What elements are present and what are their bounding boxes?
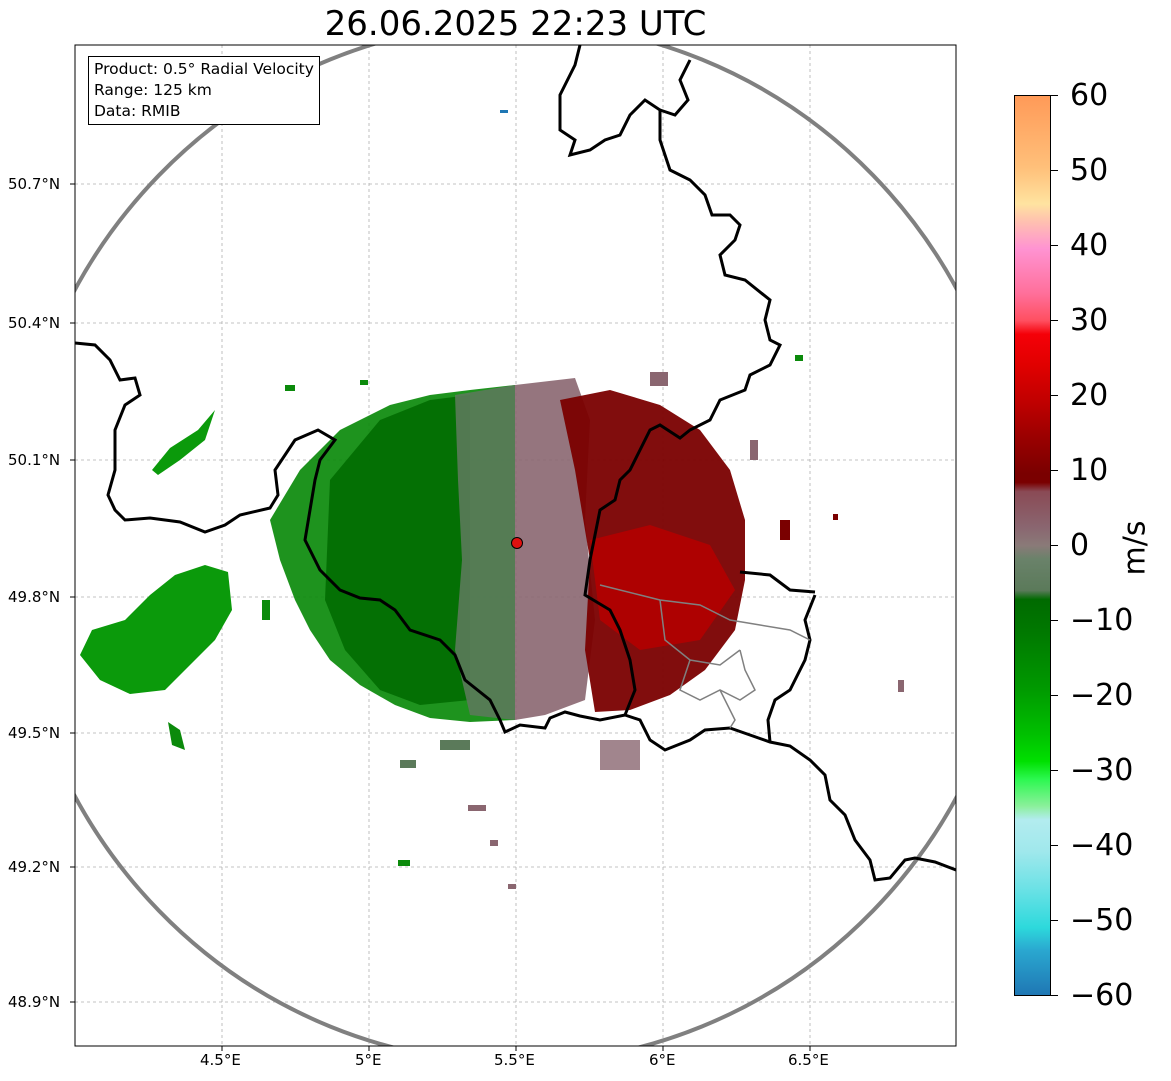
- lat-label: 48.9°N: [8, 993, 61, 1011]
- lat-label: 50.1°N: [8, 451, 61, 469]
- colorbar-tick: −10: [1070, 603, 1134, 638]
- product-text: Product: 0.5° Radial Velocity: [94, 60, 314, 78]
- lon-label: 6°E: [649, 1051, 676, 1069]
- colorbar-tick: −30: [1070, 753, 1134, 788]
- country-borders: [75, 45, 956, 882]
- colorbar-tick: −60: [1070, 978, 1134, 1013]
- lon-label: 5°E: [355, 1051, 382, 1069]
- colorbar-tick: 20: [1070, 378, 1109, 413]
- colorbar-tick: −20: [1070, 678, 1134, 713]
- data-source-text: Data: RMIB: [94, 102, 181, 120]
- map-title: 26.06.2025 22:23 UTC: [324, 4, 707, 44]
- product-info-box: Product: 0.5° Radial Velocity Range: 125…: [88, 56, 320, 125]
- lon-label: 5.5°E: [494, 1051, 535, 1069]
- lat-label: 50.4°N: [8, 314, 61, 332]
- lat-label: 50.7°N: [8, 175, 61, 193]
- colorbar-unit-label: m/s: [1117, 520, 1153, 576]
- lat-label: 49.2°N: [8, 858, 61, 876]
- colorbar-tick: 0: [1070, 528, 1090, 563]
- tick-marks: [70, 183, 811, 1051]
- colorbar-tick: 60: [1070, 78, 1109, 113]
- region-borders: [599, 584, 811, 729]
- lat-label: 49.8°N: [8, 588, 61, 606]
- radar-site-marker[interactable]: [511, 537, 523, 549]
- colorbar-tick: −50: [1070, 903, 1134, 938]
- radar-echoes: [80, 110, 904, 889]
- lon-label: 4.5°E: [200, 1051, 241, 1069]
- colorbar-tick: 50: [1070, 153, 1109, 188]
- lon-label: 6.5°E: [788, 1051, 829, 1069]
- colorbar-tick: 40: [1070, 228, 1109, 263]
- colorbar-tick: 30: [1070, 303, 1109, 338]
- lat-label: 49.5°N: [8, 724, 61, 742]
- colorbar-tick: −40: [1070, 828, 1134, 863]
- colorbar: [1014, 95, 1051, 996]
- range-text: Range: 125 km: [94, 81, 212, 99]
- colorbar-tick: 10: [1070, 453, 1109, 488]
